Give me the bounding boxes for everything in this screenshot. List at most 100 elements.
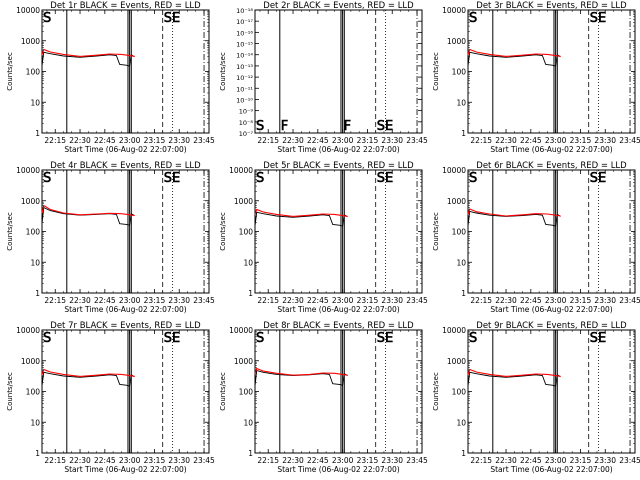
x-tick-label: 22:45: [520, 456, 542, 465]
y-tick-label: 1000: [447, 37, 466, 46]
series-line-lld: [467, 48, 561, 57]
y-tick-label: 10⁻¹⁴: [236, 52, 253, 60]
x-tick-label: 23:00: [332, 296, 354, 305]
series-line-lld: [254, 208, 348, 217]
y-axis-label: Counts/sec: [6, 372, 14, 411]
x-tick-label: 22:30: [69, 456, 91, 465]
x-tick-label: 23:30: [168, 136, 190, 145]
y-tick-label: 100: [452, 68, 467, 77]
y-tick-label: 10000: [442, 166, 466, 175]
x-tick-label: 22:45: [94, 136, 116, 145]
x-tick-label: 22:30: [282, 456, 304, 465]
x-tick-label: 22:45: [307, 456, 329, 465]
x-tick-label: 23:45: [619, 296, 640, 305]
flag-label: SE: [377, 119, 393, 134]
x-tick-label: 23:00: [119, 136, 141, 145]
x-tick-label: 23:00: [545, 136, 567, 145]
x-tick-label: 22:30: [282, 296, 304, 305]
x-tick-label: 22:15: [257, 136, 279, 145]
x-tick-label: 22:45: [520, 296, 542, 305]
y-tick-label: 1: [35, 289, 40, 298]
series-line-events: [467, 210, 561, 227]
x-tick-label: 23:15: [570, 136, 592, 145]
y-tick-label: 100: [26, 68, 41, 77]
detector-panel-7: Det 7r BLACK = Events, RED = LLD 1 10 100 10…: [6, 321, 215, 474]
detector-panel-2: Det 2r BLACK = Events, RED = LLD 10⁻⁷ 10⁻⁸…: [219, 1, 428, 154]
x-tick-label: 23:45: [619, 136, 640, 145]
y-tick-label: 10: [456, 98, 466, 107]
series-line-events: [254, 370, 348, 387]
x-tick-label: 23:15: [144, 296, 166, 305]
y-tick-label: 1: [248, 289, 253, 298]
x-axis-label: Start Time (06-Aug-02 22:07:00): [277, 145, 399, 154]
flag-label: S: [256, 119, 264, 134]
y-tick-label: 1000: [234, 197, 253, 206]
y-tick-label: 10⁻⁸: [239, 119, 254, 127]
x-tick-label: 22:15: [44, 456, 66, 465]
y-tick-label: 1000: [21, 197, 40, 206]
x-tick-label: 22:45: [307, 136, 329, 145]
series-line-lld: [41, 368, 135, 377]
y-tick-label: 10: [30, 418, 40, 427]
y-tick-label: 10⁻⁷: [239, 130, 254, 138]
detector-panel-4: Det 4r BLACK = Events, RED = LLD 1 10 100 10…: [6, 161, 215, 314]
panel-title: Det 5r BLACK = Events, RED = LLD: [263, 161, 414, 171]
x-tick-label: 22:30: [69, 296, 91, 305]
y-tick-label: 10: [30, 98, 40, 107]
detector-panel-8: Det 8r BLACK = Events, RED = LLD 1 10 100 10…: [219, 321, 428, 474]
detector-panel-9: Det 9r BLACK = Events, RED = LLD 1 10 100 10…: [432, 321, 640, 474]
detector-panel-3: Det 3r BLACK = Events, RED = LLD 1 10 100 10…: [432, 1, 640, 154]
series-line-lld: [467, 208, 561, 217]
y-tick-label: 100: [452, 228, 467, 237]
x-tick-label: 23:15: [144, 136, 166, 145]
flag-label: SE: [377, 171, 393, 186]
panel-title: Det 1r BLACK = Events, RED = LLD: [50, 1, 201, 11]
panel-title: Det 2r BLACK = Events, RED = LLD: [263, 1, 414, 11]
x-tick-label: 23:15: [570, 456, 592, 465]
y-tick-label: 10⁻¹⁷: [236, 18, 253, 26]
panel-title: Det 9r BLACK = Events, RED = LLD: [476, 321, 627, 331]
x-axis-label: Start Time (06-Aug-02 22:07:00): [277, 465, 399, 474]
detector-panel-6: Det 6r BLACK = Events, RED = LLD 1 10 100 10…: [432, 161, 640, 314]
y-tick-label: 10000: [442, 326, 466, 335]
x-tick-label: 23:30: [168, 456, 190, 465]
series-line-events: [41, 371, 135, 387]
series-line-events: [41, 51, 135, 67]
y-tick-label: 10⁻¹⁸: [236, 7, 253, 15]
series-line-events: [467, 51, 561, 67]
y-tick-label: 1000: [447, 197, 466, 206]
x-tick-label: 23:00: [545, 296, 567, 305]
x-axis-label: Start Time (06-Aug-02 22:07:00): [490, 145, 612, 154]
flag-label: S: [469, 331, 477, 346]
x-tick-label: 23:45: [406, 456, 428, 465]
x-tick-label: 23:15: [357, 296, 379, 305]
flag-label: S: [469, 11, 477, 26]
x-tick-label: 23:00: [119, 456, 141, 465]
x-tick-label: 23:00: [545, 456, 567, 465]
x-tick-label: 23:30: [594, 296, 616, 305]
x-tick-label: 22:30: [495, 136, 517, 145]
y-tick-label: 1: [461, 129, 466, 138]
y-tick-label: 1000: [447, 357, 466, 366]
y-tick-label: 1: [35, 449, 40, 458]
y-axis-label: Counts/sec: [219, 52, 227, 91]
x-tick-label: 23:00: [332, 456, 354, 465]
x-tick-label: 23:45: [406, 136, 428, 145]
y-tick-label: 1: [461, 289, 466, 298]
x-tick-label: 22:45: [94, 296, 116, 305]
y-tick-label: 10: [456, 418, 466, 427]
panel-title: Det 8r BLACK = Events, RED = LLD: [263, 321, 414, 331]
x-axis-label: Start Time (06-Aug-02 22:07:00): [490, 305, 612, 314]
y-tick-label: 10⁻⁹: [239, 108, 254, 116]
y-tick-label: 1000: [21, 357, 40, 366]
flag-label: F: [281, 119, 288, 134]
y-axis-label: Counts/sec: [6, 212, 14, 251]
y-axis-label: Counts/sec: [6, 52, 14, 91]
x-tick-label: 22:15: [44, 136, 66, 145]
y-tick-label: 10000: [16, 166, 40, 175]
y-tick-label: 100: [26, 228, 41, 237]
x-tick-label: 23:00: [119, 296, 141, 305]
flag-label: S: [469, 171, 477, 186]
flag-label: S: [256, 171, 264, 186]
